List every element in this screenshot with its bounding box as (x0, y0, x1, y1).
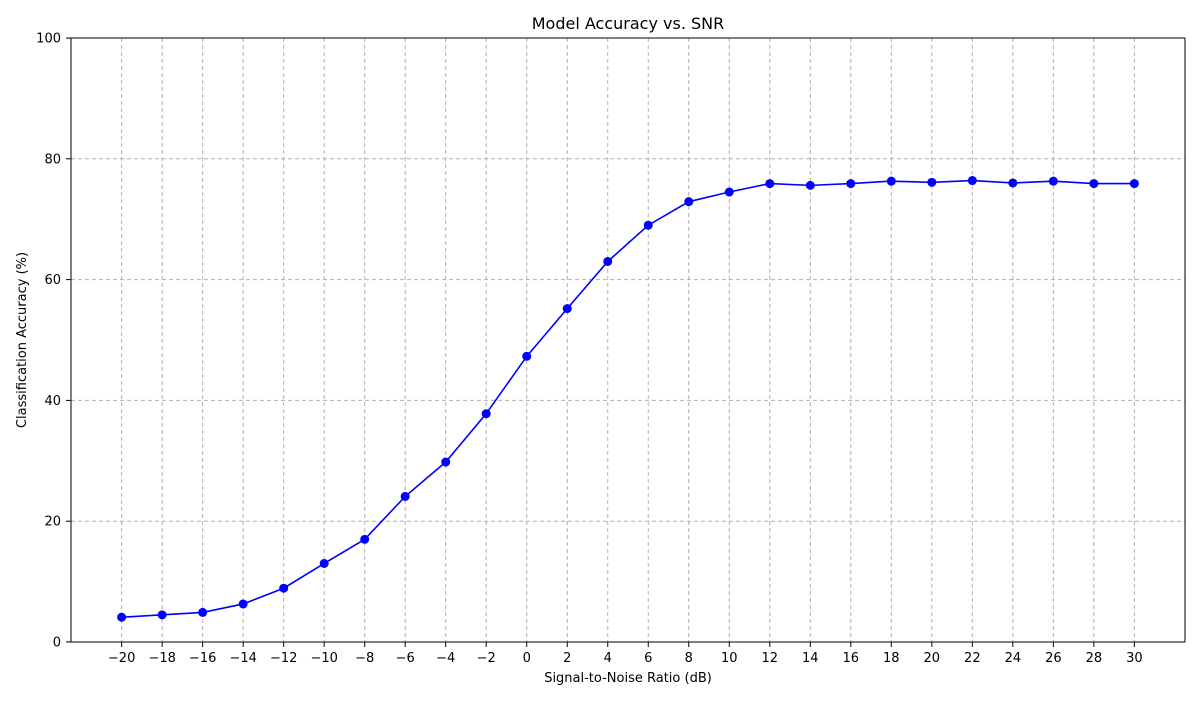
x-tick-label: −18 (148, 651, 175, 666)
y-tick-label: 60 (44, 273, 61, 288)
data-point (400, 491, 410, 501)
x-tick-label: 12 (762, 651, 779, 666)
data-point (927, 177, 937, 187)
x-tick-label: 24 (1005, 651, 1022, 666)
y-axis-label: Classification Accuracy (%) (15, 252, 30, 428)
data-point (481, 409, 491, 419)
data-point (117, 612, 127, 622)
x-tick-label: −20 (108, 651, 135, 666)
x-tick-label: −4 (436, 651, 455, 666)
y-tick-label: 40 (44, 394, 61, 409)
data-point (1008, 178, 1018, 188)
axes-layer: −20 −18 −16 −14 −12 −10 −8 −6 −4 −2 0 2 4 6 8 10 12 14 16 1… (36, 32, 1186, 666)
plot-frame (70, 37, 1186, 643)
data-point (805, 180, 815, 190)
x-tick-label: 20 (924, 651, 941, 666)
x-tick-label: 4 (604, 651, 612, 666)
data-point (441, 457, 451, 467)
x-tick-label: 30 (1126, 651, 1143, 666)
x-tick-label: 8 (685, 651, 693, 666)
x-tick-label: 14 (802, 651, 819, 666)
data-point (1089, 179, 1099, 189)
data-point (967, 176, 977, 186)
data-point (319, 558, 329, 568)
data-point (360, 534, 370, 544)
x-tick-label: −14 (229, 651, 256, 666)
data-point (603, 256, 613, 266)
x-tick-label: 10 (721, 651, 738, 666)
x-tick-label: 0 (523, 651, 531, 666)
data-point (279, 583, 289, 593)
x-tick-label: −8 (355, 651, 374, 666)
data-point (1129, 179, 1139, 189)
data-point (238, 599, 248, 609)
chart-title: Model Accuracy vs. SNR (532, 14, 724, 33)
x-tick-label: 2 (563, 651, 571, 666)
series-layer (117, 176, 1139, 622)
x-tick-label: 18 (883, 651, 900, 666)
x-tick-label: 22 (964, 651, 981, 666)
x-tick-label: −12 (270, 651, 297, 666)
data-point (684, 197, 694, 207)
x-tick-label: 26 (1045, 651, 1062, 666)
y-tick-label: 80 (44, 152, 61, 167)
y-tick-label: 0 (53, 636, 61, 651)
data-point (886, 176, 896, 186)
y-tick-label: 20 (44, 515, 61, 530)
x-axis-label: Signal-to-Noise Ratio (dB) (544, 671, 712, 686)
x-tick-label: −16 (189, 651, 216, 666)
x-tick-label: 28 (1086, 651, 1103, 666)
data-point (643, 220, 653, 230)
grid-layer (71, 37, 1185, 643)
data-point (562, 304, 572, 314)
x-tick-label: −6 (396, 651, 415, 666)
x-tick-label: 6 (644, 651, 652, 666)
y-tick-label: 100 (36, 32, 61, 47)
x-tick-label: 16 (843, 651, 860, 666)
data-point (198, 607, 208, 617)
data-point (1048, 176, 1058, 186)
data-point (846, 179, 856, 189)
data-point (157, 610, 167, 620)
data-point (522, 351, 532, 361)
x-tick-label: −10 (310, 651, 337, 666)
data-point (765, 179, 775, 189)
x-tick-label: −2 (477, 651, 496, 666)
data-point (724, 187, 734, 197)
series-line (121, 179, 1135, 619)
